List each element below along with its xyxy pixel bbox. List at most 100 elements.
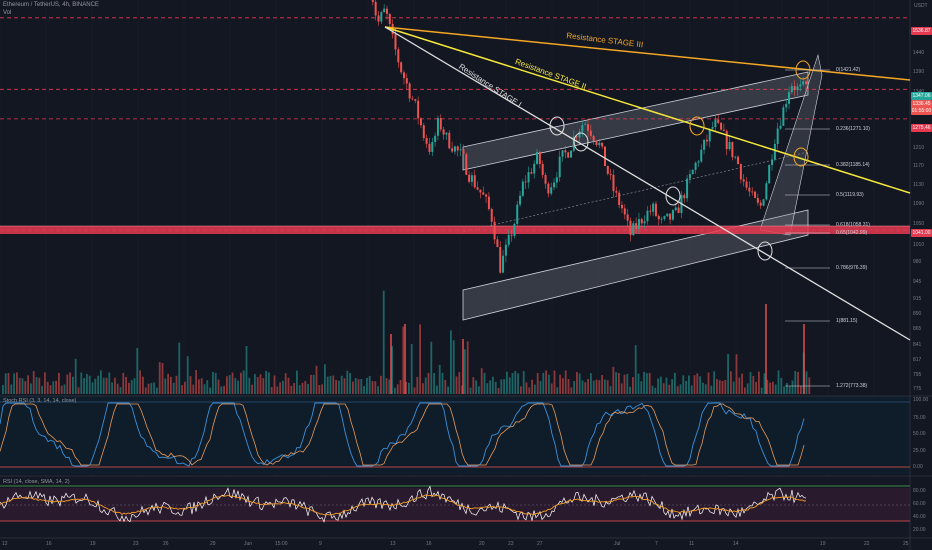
time-tick: 7	[655, 541, 658, 547]
volume-bar	[282, 380, 284, 394]
candle-body	[703, 139, 706, 150]
volume-bar	[318, 385, 321, 394]
price-tag: 1336.45	[911, 100, 932, 108]
candle-body	[445, 132, 448, 135]
candle-body	[683, 195, 686, 199]
volume-bar	[581, 380, 584, 394]
volume-bar	[780, 377, 783, 394]
candle-body	[765, 183, 768, 200]
volume-bar	[438, 364, 441, 394]
volume-bar	[114, 377, 116, 394]
volume-bar	[105, 377, 108, 394]
support-zones	[0, 17, 910, 234]
volume-bar	[186, 356, 189, 394]
candle-body	[456, 146, 459, 151]
volume-bar	[13, 373, 15, 394]
time-tick: 29	[210, 541, 216, 547]
volume-bar	[808, 377, 811, 394]
volume-bar	[380, 375, 382, 394]
volume-bar	[24, 381, 27, 394]
volume-bar	[693, 375, 696, 394]
volume-bar	[483, 372, 486, 394]
volume-bar	[111, 382, 113, 394]
volume-bar	[539, 380, 542, 394]
volume-bar	[167, 373, 169, 394]
volume-bar	[354, 377, 357, 394]
volume-bar	[472, 377, 475, 394]
time-tick: 13	[390, 541, 396, 547]
candle-body	[459, 149, 462, 151]
candle-body	[541, 163, 544, 175]
volume-bar	[346, 370, 349, 394]
volume-bar	[296, 370, 298, 394]
volume-bar	[142, 376, 144, 394]
candle-body	[688, 174, 691, 179]
volume-bar	[732, 381, 735, 394]
volume-bar	[21, 378, 24, 394]
volume-bar	[455, 376, 458, 394]
rsi-label: RSI (14, close, SMA, 14, 2)	[3, 479, 70, 485]
volume-bar	[660, 376, 662, 394]
volume-bar	[536, 372, 539, 394]
volume-bar	[203, 384, 206, 394]
volume-bar	[514, 371, 517, 394]
resistance-stage-2-line	[384, 26, 911, 194]
candle-body	[394, 34, 397, 50]
volume-bar	[18, 377, 21, 394]
time-tick: 16	[46, 541, 52, 547]
candle-body	[524, 181, 527, 183]
volume-bar	[273, 375, 276, 394]
candle-body	[773, 143, 776, 160]
volume-bar	[388, 379, 391, 394]
fib-label: 0.65(1042.99)	[836, 230, 868, 236]
candle-body	[470, 175, 473, 182]
volume-bar	[287, 377, 290, 394]
candle-body	[790, 86, 793, 93]
volume-bar	[548, 374, 550, 394]
time-tick: 16	[426, 541, 432, 547]
candle-body	[705, 139, 708, 142]
candle-body	[691, 169, 694, 175]
candle-body	[734, 156, 737, 158]
candle-body	[762, 199, 765, 206]
candle-body	[453, 146, 456, 152]
price-tick: 1390	[913, 69, 925, 76]
touch-circle	[793, 147, 809, 167]
candle-body	[635, 223, 638, 229]
candle-body	[385, 8, 388, 14]
volume-bar	[595, 379, 598, 394]
volume-bar	[760, 387, 763, 394]
stoch-k-line	[0, 402, 805, 467]
candle-body	[745, 181, 748, 188]
volume-bar	[592, 380, 595, 394]
touch-circle	[549, 116, 565, 136]
price-tag: 01:55:00	[911, 107, 932, 115]
candle-body	[499, 247, 502, 273]
volume-bar	[228, 375, 231, 394]
volume-bar	[374, 381, 377, 394]
candle-body	[482, 192, 485, 195]
volume-bar	[478, 386, 480, 394]
volume-bar	[730, 371, 732, 394]
volume-bar	[217, 379, 220, 394]
volume-bar	[444, 379, 447, 394]
candle-body	[768, 164, 771, 184]
volume-bar	[528, 387, 531, 394]
volume-bar	[620, 383, 623, 394]
price-tick: 795	[913, 372, 922, 379]
volume-bar	[49, 385, 52, 394]
volume-bar	[158, 361, 161, 394]
volume-bar	[399, 379, 402, 394]
candle-body	[419, 118, 422, 126]
candle-body	[700, 149, 703, 162]
volume-bar	[763, 373, 766, 394]
candle-body	[513, 223, 516, 236]
candle-body	[646, 210, 649, 222]
volume-bar	[497, 387, 500, 394]
candle-body	[377, 15, 380, 22]
candle-body	[615, 191, 618, 193]
volume-bar	[704, 384, 707, 394]
volume-bar	[657, 378, 659, 394]
